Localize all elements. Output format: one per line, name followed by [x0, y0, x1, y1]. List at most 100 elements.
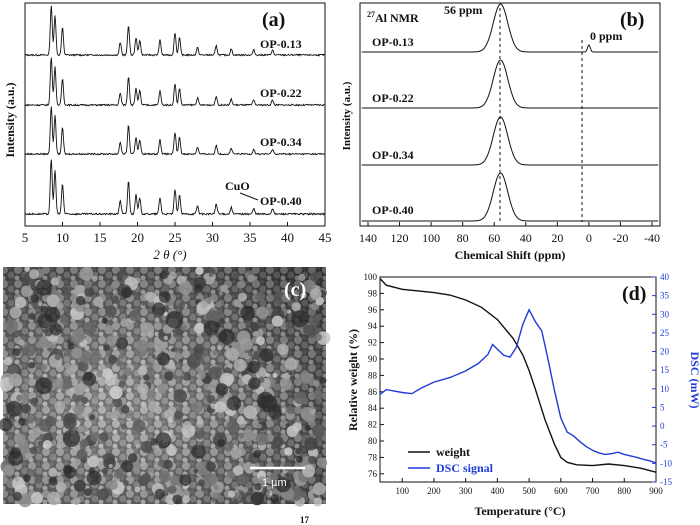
sem-particle	[238, 432, 245, 439]
sem-pore	[191, 444, 206, 459]
sem-particle	[25, 452, 33, 460]
sem-particle	[302, 464, 316, 478]
sem-particle	[24, 377, 30, 384]
panel-d-y-left-tick-label: 100	[364, 272, 378, 282]
sem-particle	[147, 331, 154, 338]
sem-pore	[257, 391, 274, 409]
sem-particle	[50, 453, 56, 458]
panel-b-tick-label: 80	[457, 231, 469, 245]
sem-particle	[308, 455, 317, 464]
panel-b-x-ticks: 140 120 100 80 60 40 20 0 -20 -40	[359, 222, 660, 245]
sem-particle	[73, 479, 86, 492]
panel-d-y-left-tick-label: 80	[368, 436, 378, 446]
sem-particle	[269, 472, 279, 482]
sem-particle	[180, 324, 187, 331]
legend-weight-label: weight	[436, 445, 470, 459]
sem-particle	[3, 356, 13, 366]
sem-particle	[146, 389, 157, 400]
sem-particle	[54, 497, 60, 502]
sem-particle	[102, 454, 108, 460]
sem-particle	[90, 351, 102, 363]
sem-particle	[141, 300, 147, 306]
panel-b-tick-label: 40	[520, 231, 532, 245]
sem-pore	[248, 377, 261, 390]
sem-particle	[197, 418, 204, 425]
sem-particle	[316, 457, 328, 468]
sem-pore	[18, 418, 26, 426]
sem-particle	[312, 423, 326, 438]
panel-b-tick-label: 20	[551, 231, 563, 245]
sem-particle	[157, 383, 167, 394]
sem-pore	[6, 400, 22, 417]
sem-particle	[135, 444, 140, 449]
panel-d-y-right-tick-label: 40	[660, 272, 670, 282]
sem-particle	[96, 370, 104, 378]
panel-d-x-tick-label: 800	[618, 486, 632, 496]
sem-particle	[178, 358, 184, 363]
sem-particle	[237, 330, 251, 344]
sem-particle	[84, 281, 92, 289]
panel-d-y-right-tick-label: 0	[660, 421, 665, 431]
sem-particle	[313, 497, 323, 507]
sem-particle	[280, 408, 286, 413]
sem-pore	[36, 279, 52, 296]
sem-particle	[29, 447, 37, 455]
panel-d-y-right-tick-label: 30	[660, 309, 670, 319]
panel-b-tick-label: -40	[644, 231, 660, 245]
panel-b-trace-3	[361, 116, 659, 166]
sem-particle	[54, 400, 66, 412]
panel-d-tga-dsc: 100 200 300 400 500 600 700 800 9007678808284868…	[346, 272, 700, 518]
sem-particle	[118, 380, 126, 388]
panel-a-tick-label: 30	[206, 230, 219, 245]
panel-a-trace-1	[24, 5, 326, 57]
sem-particle	[162, 283, 171, 292]
sem-particle	[250, 322, 260, 332]
panel-d-x-tick-label: 700	[586, 486, 600, 496]
sem-particle	[193, 468, 198, 474]
sem-particle	[111, 295, 120, 303]
sem-particle	[28, 312, 36, 320]
sem-particle	[152, 362, 161, 371]
panel-a-xrd: 5 10 15 20 25 30 35 40 45 (a) 2 θ (°) Intensity …	[3, 2, 332, 262]
sem-pore	[156, 352, 170, 366]
sem-particle	[291, 301, 301, 312]
sem-particle	[80, 396, 89, 404]
panel-d-y-left-tick-label: 84	[368, 403, 378, 413]
sem-particle	[286, 425, 298, 437]
sem-pore	[82, 372, 97, 386]
sem-particle	[89, 414, 95, 421]
panel-b-xlabel: Chemical Shift (ppm)	[455, 248, 566, 262]
sem-particle	[310, 288, 322, 300]
sem-particle	[66, 339, 71, 344]
sem-pore	[275, 477, 291, 493]
sem-particle	[167, 417, 173, 424]
sem-particle	[46, 294, 60, 308]
sem-particle	[255, 432, 269, 446]
sem-particle	[82, 322, 97, 336]
sem-particle	[313, 380, 320, 387]
panel-d-y-left-tick-label: 92	[368, 338, 377, 348]
sem-particle	[104, 324, 114, 335]
sem-particle	[227, 304, 233, 311]
sem-particle	[97, 310, 102, 315]
sem-particle	[234, 486, 240, 492]
panel-b-tick-label: 120	[391, 231, 409, 245]
panel-a-series-label-4: OP-0.40	[260, 194, 302, 208]
panel-d-y-right-tick-label: 35	[660, 291, 670, 301]
sem-particle	[104, 305, 117, 318]
sem-particle	[268, 426, 273, 431]
sem-particle	[287, 309, 292, 314]
panel-a-label: (a)	[262, 9, 285, 31]
sem-particle-clusters	[0, 266, 331, 508]
sem-particle	[60, 378, 73, 390]
sem-pore	[152, 302, 166, 316]
panel-a-tick-label: 20	[131, 230, 144, 245]
panel-c-label: (c)	[284, 279, 306, 301]
sem-pore	[226, 396, 242, 411]
sem-particle	[120, 318, 129, 328]
sem-particle	[300, 292, 307, 299]
sem-particle	[72, 497, 81, 505]
panel-a-series-label-2: OP-0.22	[260, 86, 302, 100]
panel-d-x-tick-label: 400	[491, 486, 505, 496]
